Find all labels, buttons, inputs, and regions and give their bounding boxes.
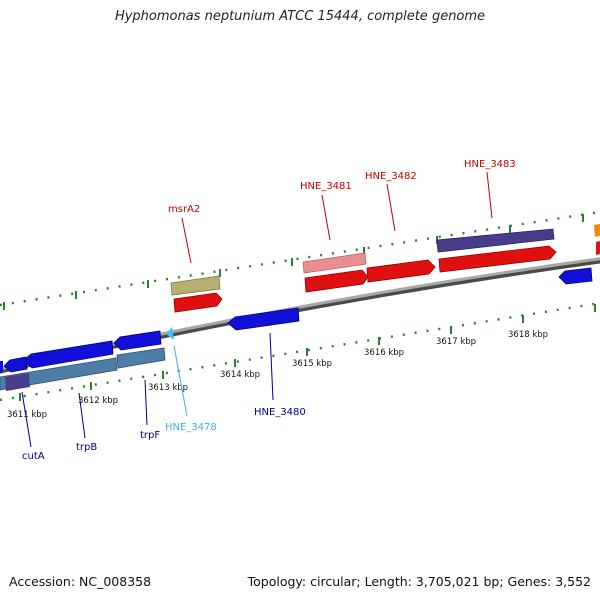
ruler-labels: 3611 kbp 3612 kbp 3613 kbp 3614 kbp 3615… (7, 330, 548, 420)
gene-label-hne-3483[interactable]: HNE_3483 (464, 159, 516, 170)
gene-red-3483[interactable] (438, 245, 557, 273)
gene-label-hne-3478[interactable]: HNE_3478 (165, 422, 217, 433)
gene-red-msrA2[interactable] (173, 292, 223, 313)
gene-orange-edge[interactable] (594, 224, 600, 237)
ruler-label: 3612 kbp (78, 396, 118, 406)
gene-pink-3481[interactable] (302, 252, 367, 274)
gene-red-3482[interactable] (366, 259, 436, 283)
ruler-label: 3616 kbp (364, 348, 404, 358)
gene-label-trpB[interactable]: trpB (76, 442, 97, 453)
gene-red-edge[interactable] (596, 241, 600, 255)
ruler-label: 3613 kbp (148, 383, 188, 393)
gene-purple-3483[interactable] (436, 228, 555, 253)
gene-olive-msrA2-box[interactable] (170, 275, 221, 296)
gene-blue-edge-left[interactable] (0, 361, 3, 373)
ruler-label: 3615 kbp (292, 359, 332, 369)
upper-gene-labels: msrA2 HNE_3481 HNE_3482 HNE_3483 (168, 159, 516, 264)
gene-red-3481[interactable] (304, 269, 369, 293)
gene-label-msrA2[interactable]: msrA2 (168, 204, 200, 215)
gene-label-hne-3482[interactable]: HNE_3482 (365, 171, 417, 182)
topology-text: Topology: circular; Length: 3,705,021 bp… (247, 574, 591, 589)
gene-cyan-3478[interactable] (166, 327, 174, 340)
gene-label-hne-3480[interactable]: HNE_3480 (254, 407, 306, 418)
ruler-label: 3611 kbp (7, 410, 47, 420)
gene-blue-small[interactable] (3, 356, 28, 373)
gene-blue-trpF[interactable] (113, 330, 162, 351)
gene-blue-trpB[interactable] (23, 340, 114, 369)
ruler-label: 3617 kbp (436, 337, 476, 347)
gene-label-cutA[interactable]: cutA (22, 451, 45, 462)
gene-blue-3480[interactable] (227, 307, 300, 331)
ruler-label: 3618 kbp (508, 330, 548, 340)
lower-gene-labels: cutA trpB trpF HNE_3478 HNE_3480 (21, 332, 306, 462)
gene-blue-edge-right[interactable] (558, 267, 593, 285)
gene-steel-trpF[interactable] (116, 347, 166, 369)
ruler-label: 3614 kbp (220, 370, 260, 380)
accession-text: Accession: NC_008358 (9, 574, 152, 589)
lower-strand-genes (0, 267, 593, 391)
upper-strand-genes (170, 224, 600, 313)
gene-purple-cutA[interactable] (5, 373, 30, 391)
lower-tick-track (0, 301, 600, 402)
gene-label-trpF[interactable]: trpF (140, 430, 160, 441)
gene-label-hne-3481[interactable]: HNE_3481 (300, 181, 352, 192)
map-title: Hyphomonas neptunium ATCC 15444, complet… (114, 9, 486, 24)
